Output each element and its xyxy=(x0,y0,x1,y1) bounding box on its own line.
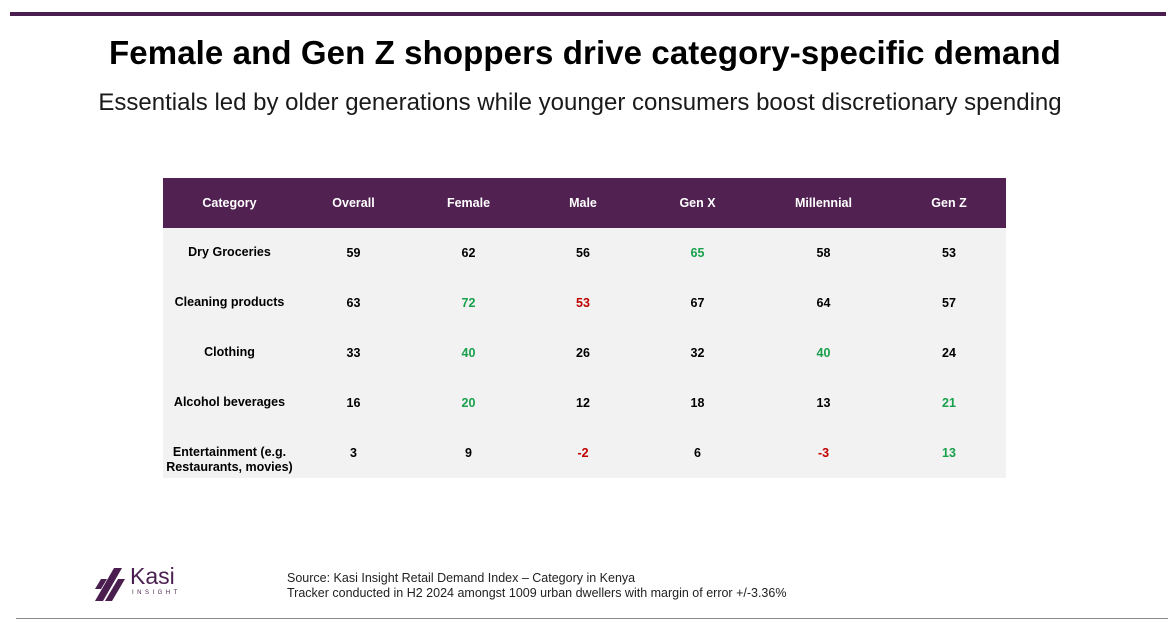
data-value: 3 xyxy=(350,446,357,460)
value-cell: 40 xyxy=(411,328,526,378)
category-cell: Alcohol beverages xyxy=(163,378,296,428)
kasi-logo-icon xyxy=(95,568,125,601)
table-row: Alcohol beverages 16 20 12 18 13 21 xyxy=(163,378,1006,428)
data-value: 62 xyxy=(461,246,476,260)
data-value: 16 xyxy=(346,396,361,410)
data-value: 72 xyxy=(461,296,476,310)
category-cell: Cleaning products xyxy=(163,278,296,328)
value-cell: 18 xyxy=(640,378,755,428)
source-note: Source: Kasi Insight Retail Demand Index… xyxy=(287,571,786,601)
category-label: Clothing xyxy=(204,345,255,359)
column-header: Male xyxy=(569,196,597,210)
bottom-divider xyxy=(16,618,1168,619)
category-label: Entertainment (e.g. Restaurants, movies) xyxy=(166,445,293,474)
category-cell: Clothing xyxy=(163,328,296,378)
data-value: 9 xyxy=(465,446,472,460)
value-cell: 9 xyxy=(411,428,526,478)
value-cell: 12 xyxy=(526,378,640,428)
value-cell: 33 xyxy=(296,328,411,378)
value-cell: 32 xyxy=(640,328,755,378)
logo-subtext: INSIGHT xyxy=(132,590,181,596)
table-row: Dry Groceries 59 62 56 65 58 53 xyxy=(163,228,1006,278)
category-label: Dry Groceries xyxy=(188,245,271,259)
value-cell: 21 xyxy=(892,378,1006,428)
data-value: 64 xyxy=(816,296,831,310)
data-value: 24 xyxy=(942,346,956,360)
value-cell: 72 xyxy=(411,278,526,328)
source-line: Source: Kasi Insight Retail Demand Index… xyxy=(287,571,636,585)
data-value: 53 xyxy=(576,296,590,310)
page-title: Female and Gen Z shoppers drive category… xyxy=(109,34,1061,71)
column-header: Gen X xyxy=(679,196,716,210)
data-value: 6 xyxy=(694,446,701,460)
table-row: Entertainment (e.g. Restaurants, movies)… xyxy=(163,428,1006,478)
value-cell: 53 xyxy=(892,228,1006,278)
data-value: 13 xyxy=(816,396,831,410)
data-value: 58 xyxy=(816,246,831,260)
table-row: Cleaning products 63 72 53 67 64 57 xyxy=(163,278,1006,328)
data-value: 57 xyxy=(942,296,956,310)
data-value: 40 xyxy=(816,346,831,360)
data-value: 13 xyxy=(942,446,956,460)
value-cell: 57 xyxy=(892,278,1006,328)
data-value: 32 xyxy=(690,346,705,360)
data-value: 12 xyxy=(576,396,590,410)
data-value: 20 xyxy=(461,396,476,410)
methodology-line: Tracker conducted in H2 2024 amongst 100… xyxy=(287,586,787,600)
data-value: 67 xyxy=(690,296,705,310)
value-cell: 64 xyxy=(755,278,892,328)
category-cell: Dry Groceries xyxy=(163,228,296,278)
data-value: 21 xyxy=(942,396,956,410)
value-cell: 24 xyxy=(892,328,1006,378)
value-cell: 65 xyxy=(640,228,755,278)
demand-table: Category Overall Female Male Gen X Mille… xyxy=(163,178,1006,478)
value-cell: 63 xyxy=(296,278,411,328)
table-body: Dry Groceries 59 62 56 65 58 53 Cleaning produc… xyxy=(163,228,1006,478)
value-cell: 59 xyxy=(296,228,411,278)
data-value: 18 xyxy=(690,396,705,410)
data-value: -3 xyxy=(817,446,830,460)
column-header: Female xyxy=(446,196,491,210)
value-cell: 3 xyxy=(296,428,411,478)
category-label: Cleaning products xyxy=(174,295,285,309)
data-value: 56 xyxy=(576,246,590,260)
value-cell: 26 xyxy=(526,328,640,378)
value-cell: 6 xyxy=(640,428,755,478)
data-value: 59 xyxy=(346,246,361,260)
logo-wordmark: Kasi xyxy=(130,563,175,589)
value-cell: 13 xyxy=(892,428,1006,478)
column-header: Millennial xyxy=(795,196,852,210)
data-value: 26 xyxy=(576,346,590,360)
kasi-logo: Kasi INSIGHT xyxy=(92,563,202,605)
value-cell: 62 xyxy=(411,228,526,278)
column-header: Overall xyxy=(332,196,375,210)
data-value: 33 xyxy=(346,346,361,360)
value-cell: 16 xyxy=(296,378,411,428)
value-cell: 13 xyxy=(755,378,892,428)
top-divider xyxy=(10,12,1166,16)
table-header-row: Category Overall Female Male Gen X Mille… xyxy=(163,178,1006,228)
value-cell: -3 xyxy=(755,428,892,478)
column-header: Category xyxy=(202,196,257,210)
value-cell: 56 xyxy=(526,228,640,278)
page-subtitle: Essentials led by older generations whil… xyxy=(98,89,1062,116)
value-cell: 58 xyxy=(755,228,892,278)
value-cell: 40 xyxy=(755,328,892,378)
table-row: Clothing 33 40 26 32 40 24 xyxy=(163,328,1006,378)
value-cell: 53 xyxy=(526,278,640,328)
data-value: 65 xyxy=(690,246,705,260)
data-value: 40 xyxy=(461,346,476,360)
value-cell: 67 xyxy=(640,278,755,328)
data-value: 63 xyxy=(346,296,361,310)
value-cell: 20 xyxy=(411,378,526,428)
category-cell: Entertainment (e.g. Restaurants, movies) xyxy=(163,428,296,478)
category-label: Alcohol beverages xyxy=(173,395,286,409)
column-header: Gen Z xyxy=(931,196,967,210)
value-cell: -2 xyxy=(526,428,640,478)
data-value: 53 xyxy=(942,246,956,260)
data-value: -2 xyxy=(577,446,589,460)
